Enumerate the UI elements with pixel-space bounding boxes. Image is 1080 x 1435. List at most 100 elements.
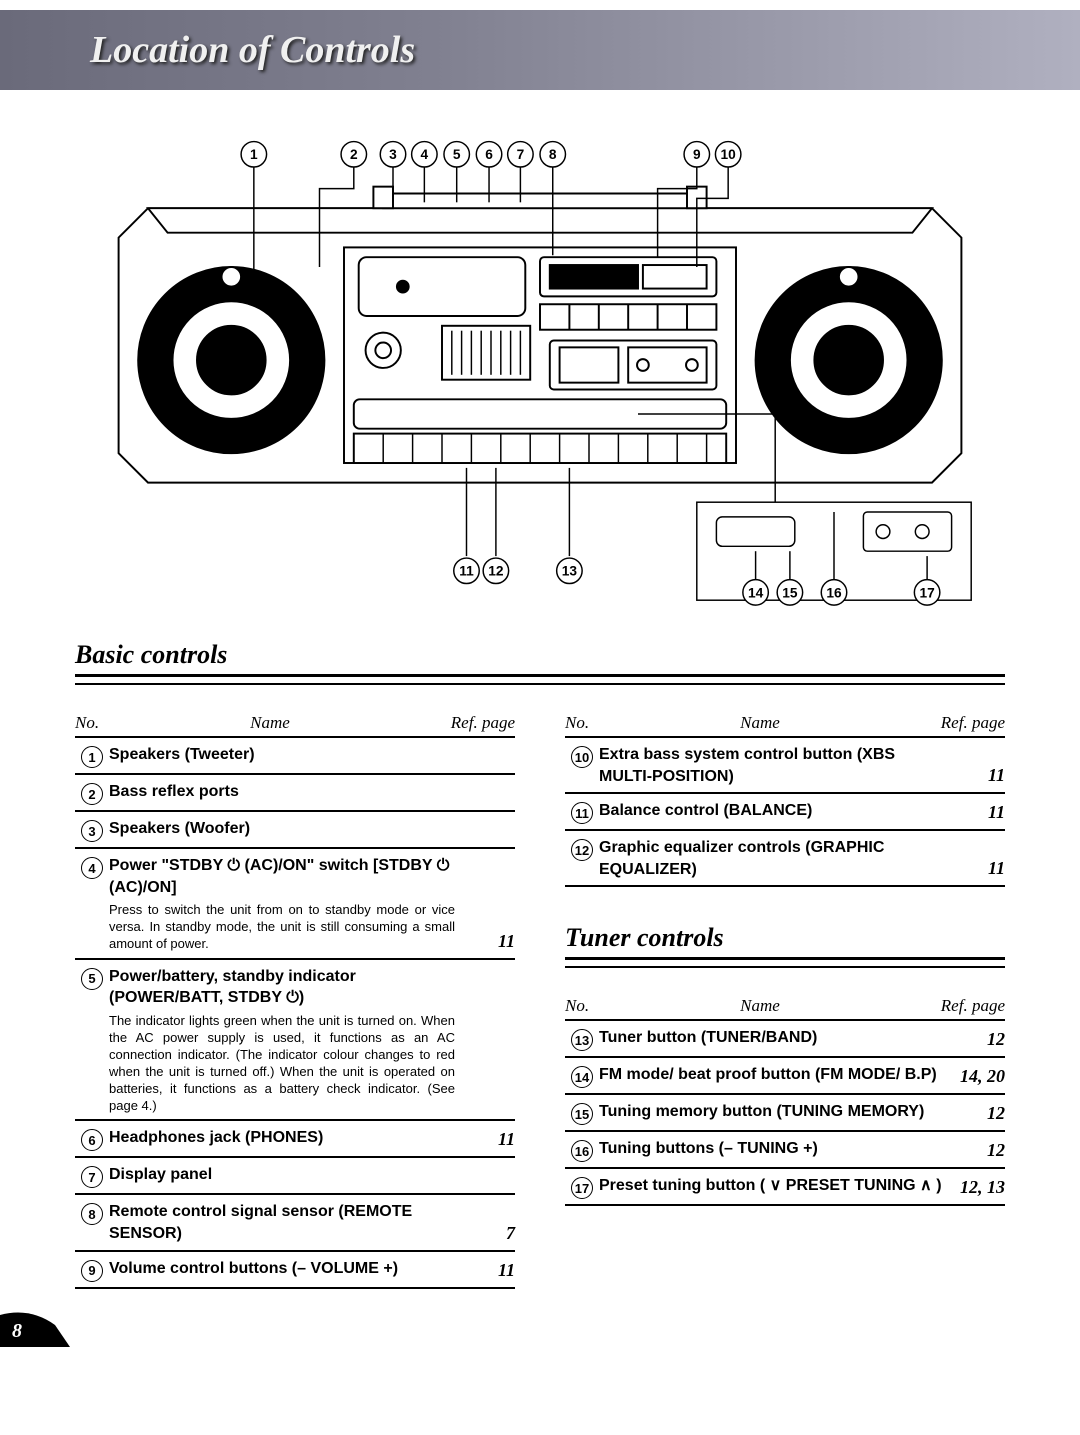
entry-ref-page [455, 1113, 515, 1114]
tuner-controls-heading: Tuner controls [565, 923, 1005, 960]
entry-name: Speakers (Tweeter) [109, 744, 455, 766]
entry-ref-page: 14, 20 [945, 1066, 1005, 1088]
control-entry: 7 Display panel [75, 1158, 515, 1195]
control-entry: 10 Extra bass system control button (XBS … [565, 738, 1005, 794]
entry-number: 17 [571, 1177, 593, 1199]
entry-ref-page: 12, 13 [945, 1177, 1005, 1199]
entry-name: Display panel [109, 1164, 455, 1186]
entry-name: Remote control signal sensor (REMOTE SEN… [109, 1201, 455, 1244]
entry-name: Power "STDBY ⏻ (AC)/ON" switch [STDBY ⏻ … [109, 855, 455, 898]
control-entry: 13Tuner button (TUNER/BAND)12 [565, 1021, 1005, 1058]
control-entry: 15 Tuning memory button (TUNING MEMORY)12 [565, 1095, 1005, 1132]
page-number-corner: 8 [0, 1317, 1080, 1347]
entry-description: The indicator lights green when the unit… [109, 1013, 455, 1114]
header-no: No. [565, 996, 605, 1016]
header-no: No. [565, 713, 605, 733]
control-entry: 5 Power/battery, standby indicator (POWER… [75, 960, 515, 1122]
control-entry: 11Balance control (BALANCE)11 [565, 794, 1005, 831]
entry-name: Tuning buttons (– TUNING +) [599, 1138, 945, 1160]
entry-ref-page: 11 [455, 1260, 515, 1282]
header-refpage: Ref. page [915, 713, 1005, 733]
callout-number: 13 [562, 564, 578, 579]
entry-ref-page [455, 841, 515, 842]
entry-number: 8 [81, 1203, 103, 1225]
header-refpage: Ref. page [425, 713, 515, 733]
entry-name: Preset tuning button ( ∨ PRESET TUNING ∧… [599, 1175, 945, 1197]
entry-ref-page: 12 [945, 1140, 1005, 1162]
control-entry: 6Headphones jack (PHONES)11 [75, 1121, 515, 1158]
callout-number: 7 [517, 147, 525, 162]
entry-number: 7 [81, 1166, 103, 1188]
entry-number: 4 [81, 857, 103, 879]
entry-number: 15 [571, 1103, 593, 1125]
header-name: Name [605, 713, 915, 733]
callout-number: 1 [250, 147, 258, 162]
entry-number: 10 [571, 746, 593, 768]
callout-number: 12 [488, 564, 504, 579]
entry-number: 5 [81, 968, 103, 990]
entry-ref-page: 7 [455, 1223, 515, 1245]
header-name: Name [605, 996, 915, 1016]
page-header: Location of Controls [0, 10, 1080, 90]
basic-controls-left-column: No. Name Ref. page 1 Speakers (Tweeter) 2B… [75, 709, 515, 1289]
control-entry: 17 Preset tuning button ( ∨ PRESET TUNING… [565, 1169, 1005, 1206]
control-entry: 3 Speakers (Woofer) [75, 812, 515, 849]
control-entry: 1 Speakers (Tweeter) [75, 738, 515, 775]
page-number: 8 [12, 1320, 22, 1342]
callout-number: 6 [485, 147, 493, 162]
header-refpage: Ref. page [915, 996, 1005, 1016]
column-header: No. Name Ref. page [75, 709, 515, 738]
entry-name: Balance control (BALANCE) [599, 800, 945, 822]
entry-number: 9 [81, 1260, 103, 1282]
entry-ref-page: 12 [945, 1029, 1005, 1051]
header-no: No. [75, 713, 115, 733]
column-header: No. Name Ref. page [565, 709, 1005, 738]
control-entry: 2 Bass reflex ports [75, 775, 515, 812]
control-entry: 9 Volume control buttons (– VOLUME +)11 [75, 1252, 515, 1289]
entry-name: Bass reflex ports [109, 781, 455, 803]
column-header: No. Name Ref. page [565, 992, 1005, 1021]
callout-number: 16 [826, 585, 842, 600]
entry-number: 14 [571, 1066, 593, 1088]
callout-number: 2 [350, 147, 358, 162]
entry-name: Volume control buttons (– VOLUME +) [109, 1258, 455, 1280]
callout-number: 15 [782, 585, 798, 600]
divider [565, 966, 1005, 968]
entry-ref-page: 11 [945, 765, 1005, 787]
entry-number: 11 [571, 802, 593, 824]
page-title: Location of Controls [90, 28, 415, 72]
control-entry: 8 Remote control signal sensor (REMOTE SE… [75, 1195, 515, 1251]
control-entry: 4 Power "STDBY ⏻ (AC)/ON" switch [STDBY ⏻… [75, 849, 515, 960]
callout-number: 17 [919, 585, 935, 600]
entry-ref-page: 11 [455, 931, 515, 953]
header-name: Name [115, 713, 425, 733]
entry-number: 3 [81, 820, 103, 842]
entry-name: Tuner button (TUNER/BAND) [599, 1027, 945, 1049]
entry-ref-page: 11 [945, 858, 1005, 880]
boombox-illustration: 12345678910 [60, 120, 1020, 610]
control-entry: 14 FM mode/ beat proof button (FM MODE/ B… [565, 1058, 1005, 1095]
entry-description: Press to switch the unit from on to stan… [109, 902, 455, 953]
entry-name: Speakers (Woofer) [109, 818, 455, 840]
entry-number: 16 [571, 1140, 593, 1162]
entry-name: Tuning memory button (TUNING MEMORY) [599, 1101, 945, 1123]
entry-number: 2 [81, 783, 103, 805]
entry-ref-page: 11 [945, 802, 1005, 824]
basic-controls-heading: Basic controls [75, 640, 1005, 677]
entry-name: Extra bass system control button (XBS MU… [599, 744, 945, 787]
callout-number: 4 [421, 147, 429, 162]
controls-diagram: 12345678910 [0, 90, 1080, 640]
entry-name: FM mode/ beat proof button (FM MODE/ B.P… [599, 1064, 945, 1086]
control-entry: 16 Tuning buttons (– TUNING +)12 [565, 1132, 1005, 1169]
callout-number: 11 [459, 564, 474, 579]
entry-number: 1 [81, 746, 103, 768]
control-entry: 12Graphic equalizer controls (GRAPHIC EQ… [565, 831, 1005, 887]
divider [75, 683, 1005, 685]
callout-number: 8 [549, 147, 557, 162]
entry-number: 12 [571, 839, 593, 861]
entry-name: Power/battery, standby indicator (POWER/… [109, 966, 455, 1009]
entry-ref-page [455, 1187, 515, 1188]
entry-number: 6 [81, 1129, 103, 1151]
entry-ref-page: 12 [945, 1103, 1005, 1125]
callout-number: 9 [693, 147, 701, 162]
